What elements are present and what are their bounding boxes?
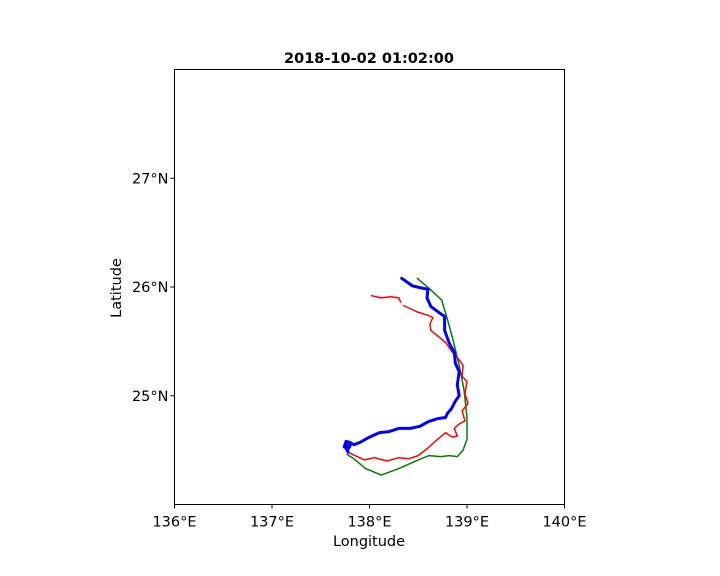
x-tick-label: 140°E bbox=[542, 515, 586, 531]
x-tick-label: 138°E bbox=[347, 515, 391, 531]
y-tick-label: 26°N bbox=[132, 280, 169, 296]
x-tick-label: 139°E bbox=[445, 515, 489, 531]
track-lines bbox=[342, 276, 469, 476]
chart-title: 2018-10-02 01:02:00 bbox=[284, 51, 454, 67]
track-line-2 bbox=[347, 304, 469, 462]
track-line-4 bbox=[342, 276, 461, 454]
x-axis-ticks: 136°E 137°E 138°E 139°E 140°E bbox=[152, 504, 587, 531]
x-axis-label: Longitude bbox=[333, 534, 405, 550]
track-line-1 bbox=[346, 277, 468, 476]
x-tick-label: 137°E bbox=[250, 515, 294, 531]
y-axis-label: Latitude bbox=[109, 258, 125, 318]
y-tick-label: 25°N bbox=[132, 389, 169, 405]
y-tick-label: 27°N bbox=[132, 171, 169, 187]
x-tick-label: 136°E bbox=[152, 515, 196, 531]
y-axis-ticks: 25°N 26°N 27°N bbox=[132, 171, 175, 405]
track-line-3 bbox=[370, 294, 402, 303]
